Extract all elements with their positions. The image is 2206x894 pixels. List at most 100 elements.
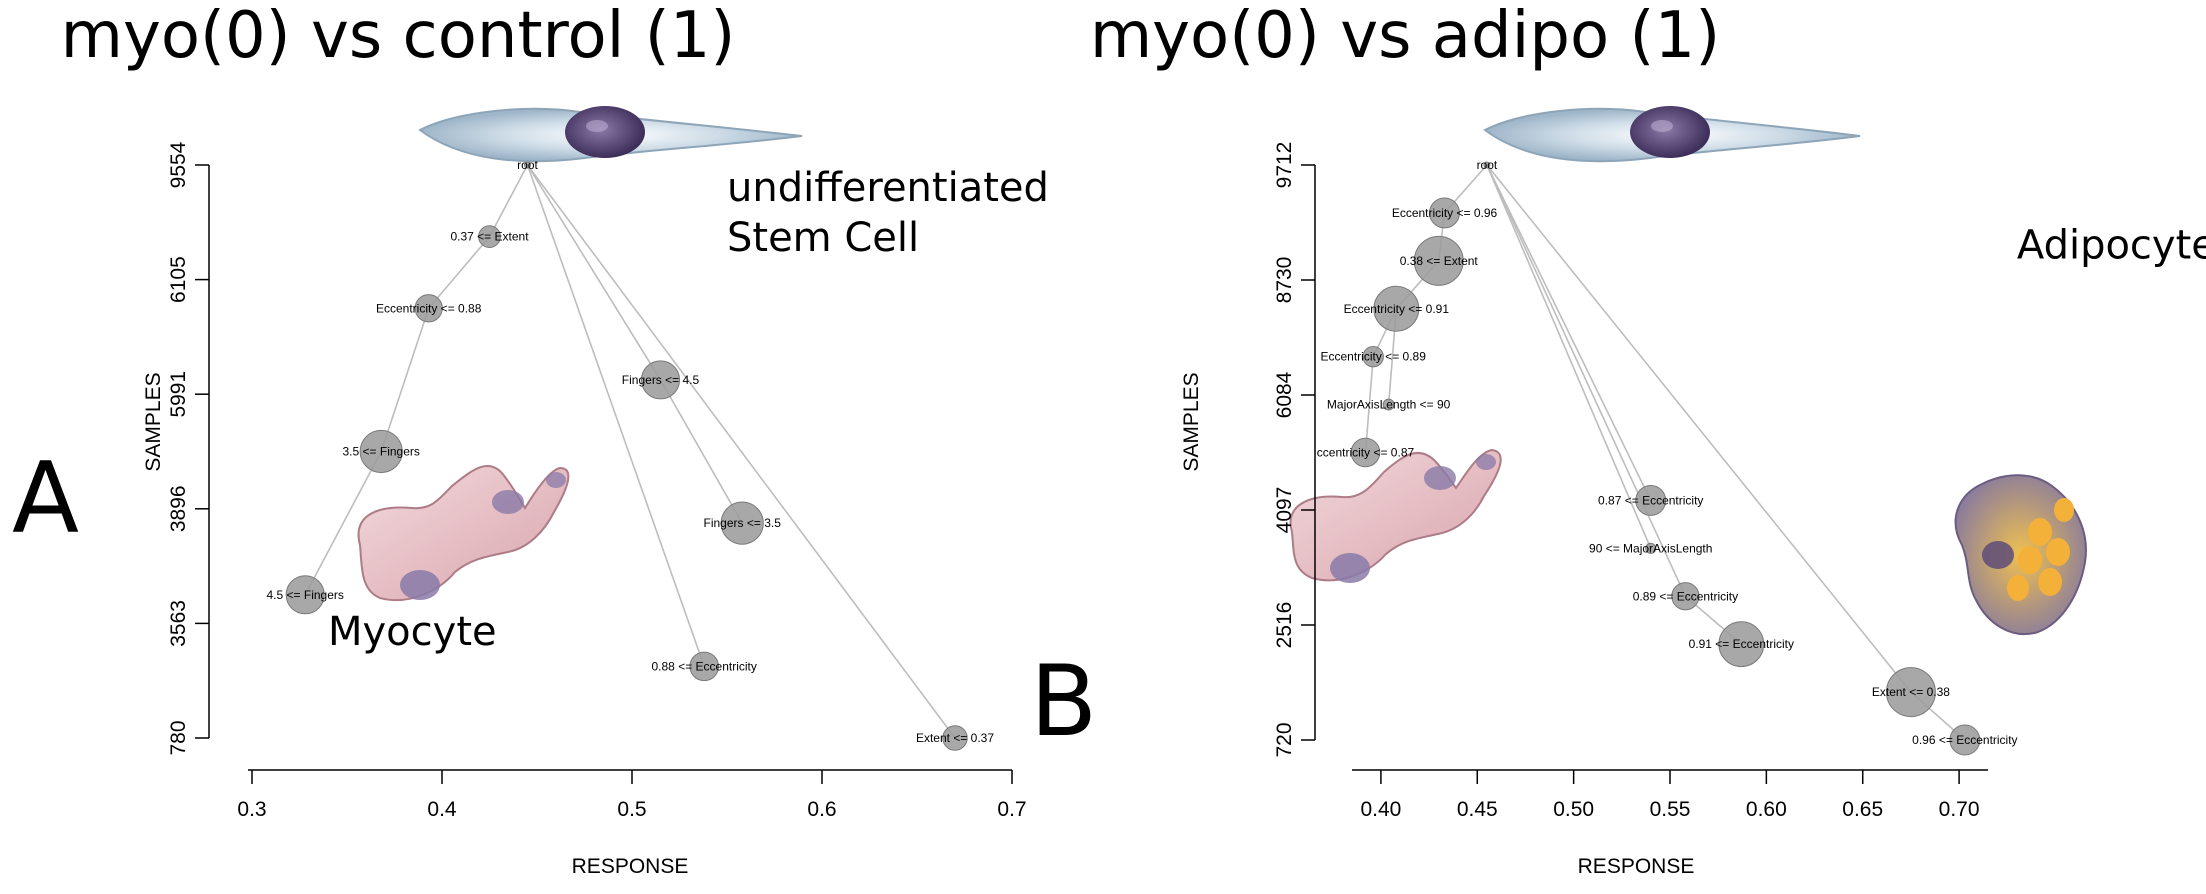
tree-node-label-a7: 0.88 <= Eccentricity xyxy=(652,659,757,673)
tree-edge xyxy=(659,379,743,524)
y-tick-label-a-3: 5991 xyxy=(167,371,190,418)
tree-node-a1 xyxy=(478,225,501,249)
tree-node-label-b5: MajorAxisLength <= 90 xyxy=(1327,398,1451,412)
tree-node-label-a2: Eccentricity <= 0.88 xyxy=(376,301,482,315)
tree-edge xyxy=(526,164,705,667)
tree-node-label-a3: 3.5 <= Fingers xyxy=(343,445,420,459)
x-tick-label-b-1: 0.45 xyxy=(1457,798,1498,821)
tree-node-a2 xyxy=(414,294,443,323)
tree-edge xyxy=(380,307,430,452)
y-tick-label-b-3: 6084 xyxy=(1273,371,1296,418)
x-tick-label-a-4: 0.7 xyxy=(997,798,1026,821)
annotation-b-0: Adipocyte xyxy=(2017,222,2206,268)
y-tick-label-a-4: 6105 xyxy=(167,256,190,303)
tree-node-a4 xyxy=(285,575,325,615)
x-tick-label-a-2: 0.5 xyxy=(617,798,646,821)
x-tick-label-b-0: 0.40 xyxy=(1360,798,1401,821)
tree-node-a6 xyxy=(720,501,764,545)
annotation-a-0: undifferentiated Stem Cell xyxy=(727,165,1049,261)
y-axis-title-a: SAMPLES xyxy=(142,372,165,471)
annotation-a-1: Myocyte xyxy=(328,609,497,655)
tree-node-label-b4: Eccentricity <= 0.89 xyxy=(1321,350,1427,364)
panel-b: myo(0) vs adipo (1) B Adipocyte 0.40 0. xyxy=(1030,0,2206,878)
tree-node-a8 xyxy=(942,725,968,751)
tree-edge xyxy=(1486,164,1652,549)
tree-node-root xyxy=(524,161,531,169)
tree-node-label-a8: Extent <= 0.37 xyxy=(916,731,994,745)
tree-node-a5 xyxy=(640,360,681,400)
tree-edge xyxy=(1364,356,1374,453)
tree-node-b10 xyxy=(1718,621,1765,668)
tree-edge xyxy=(1486,164,1652,501)
x-tick-label-a-3: 0.6 xyxy=(807,798,836,821)
tree-node-label-b3: Eccentricity <= 0.91 xyxy=(1344,302,1450,316)
tree-node-b8 xyxy=(1645,542,1657,554)
x-tick-label-b-4: 0.60 xyxy=(1746,798,1787,821)
x-tick-label-a-0: 0.3 xyxy=(237,798,266,821)
tree-node-b6 xyxy=(1350,437,1381,468)
x-axis-title-a: RESPONSE xyxy=(572,855,689,878)
tree-node-b12 xyxy=(1949,724,1981,756)
x-tick-label-b-2: 0.50 xyxy=(1553,798,1594,821)
tree-node-b11 xyxy=(1885,667,1936,718)
tree-node-root xyxy=(1483,161,1491,169)
tree-node-label-a1: 0.37 <= Extent xyxy=(450,230,529,244)
tree-node-b9 xyxy=(1671,582,1700,611)
stem-cell-illustration-b xyxy=(1483,106,1861,163)
panel-a-title: myo(0) vs control (1) xyxy=(61,0,736,73)
tree-node-b5 xyxy=(1382,398,1395,411)
panel-a: myo(0) vs control (1) A undifferentiated… xyxy=(12,0,1049,878)
y-axis-title-b: SAMPLES xyxy=(1180,372,1203,471)
tree-node-label-b9: 0.89 <= Eccentricity xyxy=(1633,589,1738,603)
tree-node-label-b10: 0.91 <= Eccentricity xyxy=(1689,637,1794,651)
tree-node-label-b7: 0.87 <= Eccentricity xyxy=(1598,493,1703,507)
panel-a-letter: A xyxy=(12,442,79,556)
tree-node-b7 xyxy=(1635,484,1667,516)
tree-node-a3 xyxy=(359,429,403,474)
stem-cell-illustration-a xyxy=(418,106,803,163)
tree-edge xyxy=(526,164,956,739)
y-tick-label-b-4: 8730 xyxy=(1273,257,1296,304)
y-tick-label-b-5: 9712 xyxy=(1273,142,1296,189)
tree-node-label-root: root xyxy=(1477,158,1498,172)
myocyte-illustration-a xyxy=(357,465,570,602)
x-tick-label-b-5: 0.65 xyxy=(1842,798,1883,821)
tree-node-label-a5: Fingers <= 4.5 xyxy=(622,373,700,387)
tree-node-label-b6: ccentricity <= 0.87 xyxy=(1317,446,1415,460)
tree-node-label-a4: 4.5 <= Fingers xyxy=(267,588,344,602)
tree-node-label-b12: 0.96 <= Eccentricity xyxy=(1912,733,2017,747)
tree-node-label-root: root xyxy=(517,158,538,172)
x-axis-title-b: RESPONSE xyxy=(1578,855,1695,878)
tree-edge xyxy=(304,451,382,596)
tree-node-b3 xyxy=(1373,285,1420,332)
tree-node-label-b1: Eccentricity <= 0.96 xyxy=(1392,206,1498,220)
tree-node-label-b11: Extent <= 0.38 xyxy=(1872,685,1950,699)
tree-edge xyxy=(428,236,491,309)
tree-node-b2 xyxy=(1413,235,1464,286)
tree-edge xyxy=(1486,164,1912,693)
tree-node-a7 xyxy=(689,651,719,682)
tree-edge xyxy=(488,164,529,237)
x-tick-label-b-3: 0.55 xyxy=(1650,798,1691,821)
y-tick-label-a-2: 3896 xyxy=(167,485,190,532)
myocyte-illustration-b xyxy=(1289,448,1502,583)
tree-node-label-b2: 0.38 <= Extent xyxy=(1400,254,1479,268)
y-tick-label-b-2: 4097 xyxy=(1273,487,1296,534)
tree-node-label-a6: Fingers <= 3.5 xyxy=(704,516,782,530)
x-tick-label-b-6: 0.70 xyxy=(1939,798,1980,821)
tree-node-b1 xyxy=(1429,197,1460,229)
tree-edge xyxy=(526,164,662,381)
y-tick-label-a-0: 780 xyxy=(167,720,190,755)
y-tick-label-b-1: 2516 xyxy=(1273,602,1296,649)
panel-b-title: myo(0) vs adipo (1) xyxy=(1090,0,1720,73)
y-tick-label-a-5: 9554 xyxy=(167,141,190,188)
panel-b-letter: B xyxy=(1030,645,1097,759)
y-tick-label-a-1: 3563 xyxy=(167,600,190,647)
tree-node-b4 xyxy=(1362,345,1384,368)
tree-node-label-b8: 90 <= MajorAxisLength xyxy=(1589,541,1712,555)
x-tick-label-a-1: 0.4 xyxy=(427,798,457,821)
adipocyte-illustration xyxy=(1954,474,2087,636)
tree-edge xyxy=(1486,164,1687,597)
y-tick-label-b-0: 720 xyxy=(1273,722,1296,757)
